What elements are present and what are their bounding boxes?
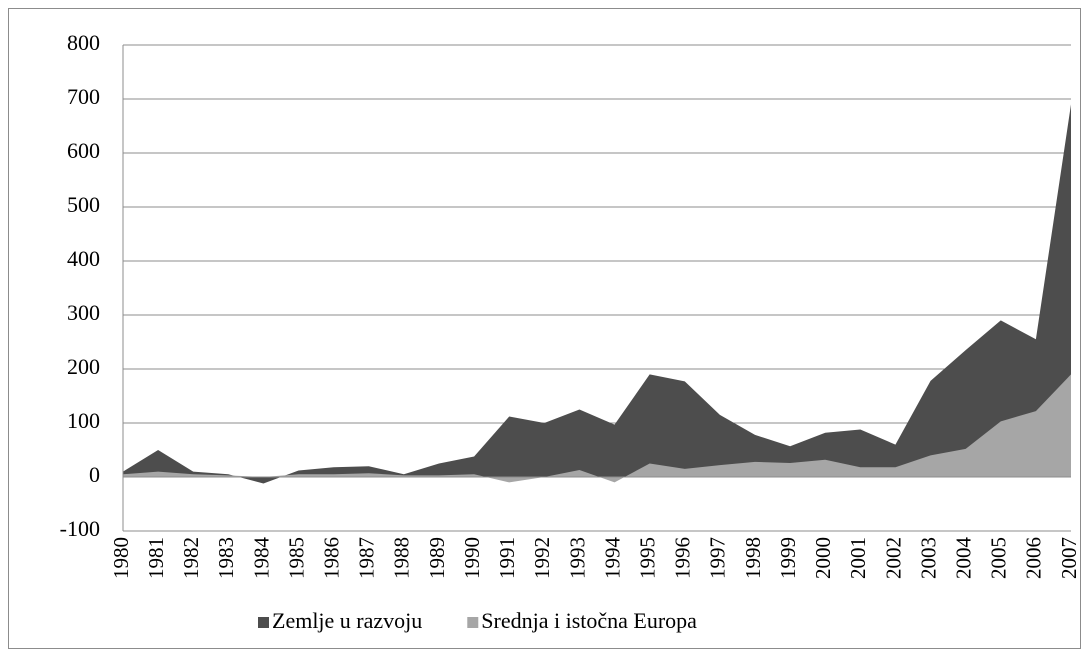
x-tick-label: 1991 bbox=[495, 537, 519, 579]
x-tick-label: 2001 bbox=[846, 537, 870, 579]
y-tick-label: 700 bbox=[67, 84, 100, 109]
y-tick-label: 0 bbox=[89, 462, 100, 487]
x-tick-label: 2007 bbox=[1057, 537, 1081, 579]
x-tick-label: 2002 bbox=[881, 537, 905, 579]
y-tick-label: 500 bbox=[67, 192, 100, 217]
y-tick-label: 300 bbox=[67, 300, 100, 325]
legend-label: Zemlje u razvoju bbox=[272, 608, 422, 633]
x-tick-label: 1984 bbox=[249, 537, 273, 580]
x-tick-label: 1992 bbox=[530, 537, 554, 579]
x-tick-label: 1986 bbox=[319, 537, 343, 579]
y-tick-label: 100 bbox=[67, 408, 100, 433]
area bbox=[123, 374, 1071, 483]
x-tick-label: 1989 bbox=[425, 537, 449, 579]
y-tick-label: 600 bbox=[67, 138, 100, 163]
x-tick-label: 1988 bbox=[390, 537, 414, 579]
x-tick-label: 2000 bbox=[811, 537, 835, 579]
y-tick-label: -100 bbox=[60, 516, 100, 541]
x-tick-label: 1998 bbox=[741, 537, 765, 579]
x-tick-label: 1993 bbox=[565, 537, 589, 579]
x-tick-label: 1982 bbox=[179, 537, 203, 579]
y-tick-label: 200 bbox=[67, 354, 100, 379]
y-tick-label: 400 bbox=[67, 246, 100, 271]
legend-label: Srednja i istočna Europa bbox=[481, 608, 697, 633]
x-tick-label: 1996 bbox=[671, 537, 695, 579]
chart-border bbox=[8, 8, 1081, 649]
legend-swatch bbox=[258, 617, 269, 628]
x-tick-label: 1994 bbox=[600, 537, 624, 580]
x-tick-label: 1983 bbox=[214, 537, 238, 579]
x-tick-label: 1990 bbox=[460, 537, 484, 579]
x-tick-label: 1995 bbox=[635, 537, 659, 579]
x-tick-label: 1981 bbox=[144, 537, 168, 579]
x-tick-label: 1980 bbox=[109, 537, 133, 579]
legend-swatch bbox=[467, 617, 479, 628]
y-tick-label: 800 bbox=[67, 30, 100, 55]
x-tick-label: 1985 bbox=[284, 537, 308, 579]
x-tick-label: 1987 bbox=[355, 537, 379, 579]
x-tick-label: 2004 bbox=[951, 537, 975, 580]
x-tick-label: 1999 bbox=[776, 537, 800, 579]
x-tick-label: 1997 bbox=[706, 537, 730, 579]
x-tick-label: 2006 bbox=[1022, 537, 1046, 579]
x-tick-label: 2003 bbox=[916, 537, 940, 579]
x-tick-label: 2005 bbox=[987, 537, 1011, 579]
